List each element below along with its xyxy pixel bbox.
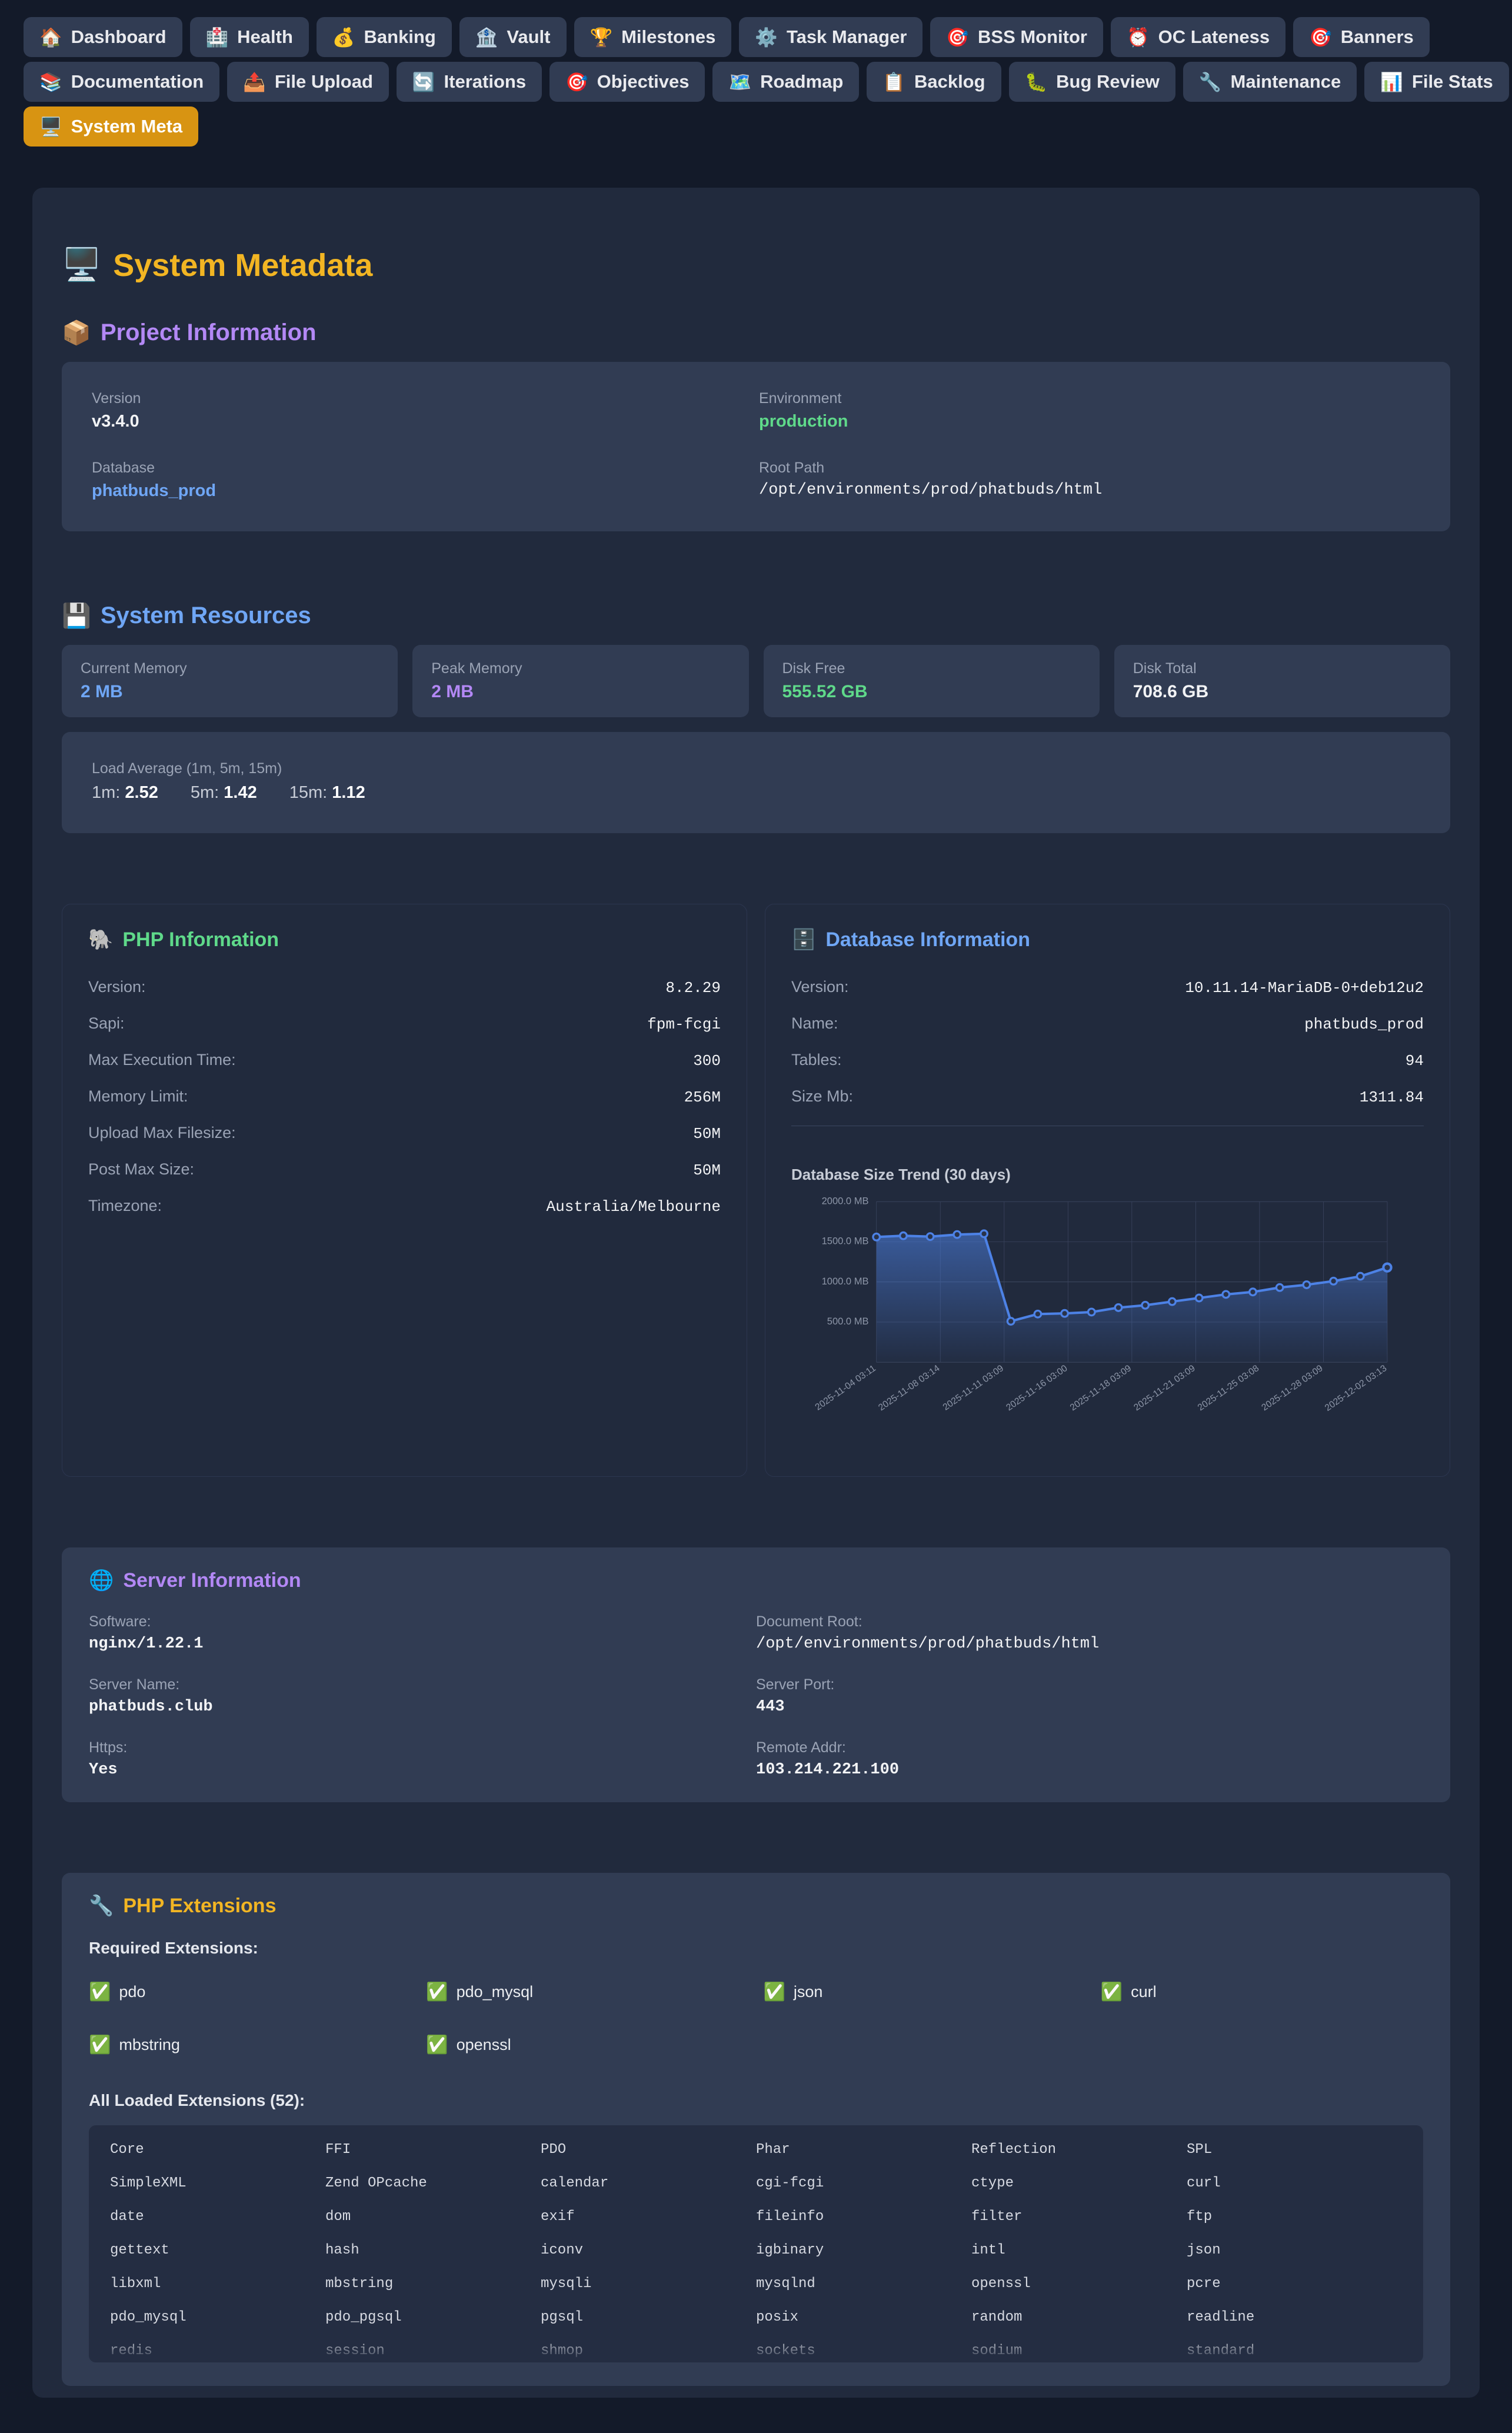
svg-text:2025-11-08 03:14: 2025-11-08 03:14: [877, 1363, 942, 1413]
svg-text:2025-11-04 03:11: 2025-11-04 03:11: [814, 1363, 878, 1413]
svg-text:500.0 MB: 500.0 MB: [827, 1316, 869, 1327]
svg-text:1000.0 MB: 1000.0 MB: [822, 1276, 869, 1287]
svg-text:2025-11-16 03:00: 2025-11-16 03:00: [1004, 1363, 1070, 1413]
svg-text:2025-11-21 03:09: 2025-11-21 03:09: [1132, 1363, 1197, 1413]
svg-text:2000.0 MB: 2000.0 MB: [822, 1197, 869, 1206]
svg-text:2025-11-11 03:09: 2025-11-11 03:09: [941, 1363, 1005, 1413]
svg-text:2025-11-25 03:08: 2025-11-25 03:08: [1196, 1363, 1261, 1413]
svg-text:1500.0 MB: 1500.0 MB: [822, 1236, 869, 1247]
svg-text:2025-12-02 03:13: 2025-12-02 03:13: [1323, 1363, 1389, 1413]
svg-text:2025-11-28 03:09: 2025-11-28 03:09: [1260, 1363, 1324, 1413]
svg-text:2025-11-18 03:09: 2025-11-18 03:09: [1068, 1363, 1133, 1413]
